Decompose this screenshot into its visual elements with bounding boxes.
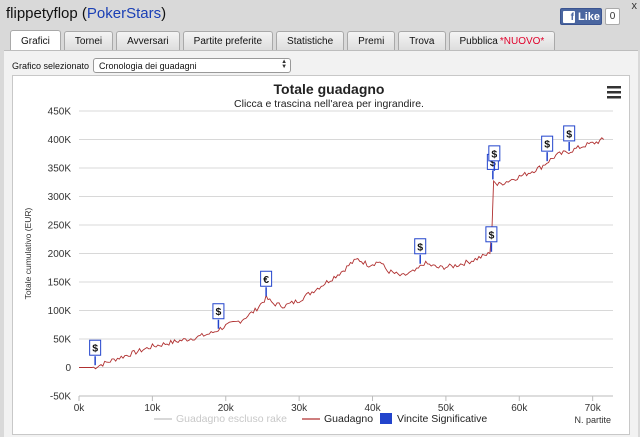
chart-container[interactable]: Totale guadagno Clicca e trascina nell'ar… bbox=[12, 75, 630, 435]
chart-selector-label: Grafico selezionato bbox=[12, 60, 90, 71]
marker-symbol: $ bbox=[490, 157, 496, 169]
chart-select-value: Cronologia dei guadagni bbox=[99, 60, 197, 71]
tab-label: Pubblica bbox=[459, 36, 498, 47]
significant-win-marker[interactable]: $ bbox=[541, 135, 554, 162]
y-tick-label: 450K bbox=[48, 107, 72, 118]
marker-symbol: $ bbox=[215, 306, 221, 318]
close-icon[interactable]: x bbox=[631, 0, 638, 12]
y-tick-label: 0 bbox=[65, 363, 71, 374]
tab-partite-preferite[interactable]: Partite preferite bbox=[182, 31, 274, 51]
legend-swatch bbox=[380, 413, 392, 424]
marker-symbol: $ bbox=[544, 139, 550, 151]
marker-symbol: € bbox=[263, 274, 269, 286]
marker-symbol: $ bbox=[417, 241, 423, 253]
x-axis-label: N. partite bbox=[574, 415, 611, 425]
x-tick-label: 0k bbox=[74, 403, 86, 414]
legend-label: Guadagno escluso rake bbox=[176, 413, 287, 425]
facebook-icon: f bbox=[563, 10, 575, 23]
y-tick-label: 400K bbox=[48, 135, 72, 146]
marker-symbol: $ bbox=[491, 148, 497, 160]
tab-premi[interactable]: Premi bbox=[347, 31, 396, 51]
y-tick-label: -50K bbox=[50, 392, 71, 403]
marker-symbol: $ bbox=[92, 343, 98, 355]
y-tick-label: 250K bbox=[48, 221, 72, 232]
tab-statistiche[interactable]: Statistiche bbox=[276, 31, 345, 51]
y-tick-label: 50K bbox=[53, 335, 71, 346]
legend-label: Vincite Significative bbox=[397, 413, 487, 425]
tab-label: Grafici bbox=[21, 35, 50, 47]
legend-label: Guadagno bbox=[324, 413, 373, 425]
y-tick-label: 200K bbox=[48, 249, 72, 260]
tab-trova[interactable]: Trova bbox=[398, 31, 446, 51]
y-tick-label: 100K bbox=[48, 306, 72, 317]
y-tick-label: 150K bbox=[48, 278, 72, 289]
content-panel: Grafico selezionato Cronologia dei guada… bbox=[4, 50, 638, 437]
x-tick-label: 70k bbox=[585, 403, 602, 414]
x-tick-label: 30k bbox=[291, 403, 308, 414]
facebook-like-button[interactable]: f Like bbox=[560, 8, 602, 25]
tab-label: Avversari bbox=[127, 36, 169, 47]
significant-win-marker[interactable]: $ bbox=[563, 125, 576, 151]
new-badge: *NUOVO* bbox=[499, 36, 545, 47]
x-tick-label: 40k bbox=[364, 403, 381, 414]
significant-win-marker[interactable]: $ bbox=[212, 303, 225, 329]
tab-label: Premi bbox=[358, 36, 385, 47]
tab-label: Tornei bbox=[74, 36, 103, 47]
chart-selector-row: Grafico selezionato Cronologia dei guada… bbox=[12, 58, 292, 73]
tab-tornei[interactable]: Tornei bbox=[63, 31, 114, 51]
significant-win-marker[interactable]: $ bbox=[89, 339, 102, 366]
player-name: flippetyflop bbox=[6, 5, 78, 22]
facebook-like-widget: f Like 0 bbox=[560, 8, 620, 25]
x-tick-label: 60k bbox=[511, 403, 528, 414]
tab-grafici[interactable]: Grafici bbox=[10, 30, 61, 51]
significant-win-marker[interactable]: $ bbox=[485, 226, 498, 252]
tab-label: Trova bbox=[409, 36, 435, 47]
x-tick-label: 10k bbox=[144, 403, 161, 414]
guadagno-series-line bbox=[79, 137, 605, 370]
chart-subtitle: Clicca e trascina nell'area per ingrandi… bbox=[234, 98, 424, 110]
tab-label: Partite preferite bbox=[193, 36, 263, 47]
marker-symbol: $ bbox=[488, 229, 494, 241]
chart-select[interactable]: Cronologia dei guadagni ▲ ▼ bbox=[93, 58, 292, 73]
like-label: Like bbox=[578, 10, 601, 23]
tab-label: Statistiche bbox=[287, 36, 334, 47]
significant-win-marker[interactable]: $ bbox=[414, 238, 427, 264]
y-tick-label: 300K bbox=[48, 192, 72, 203]
significant-win-marker[interactable]: € bbox=[260, 270, 273, 297]
x-tick-label: 20k bbox=[218, 403, 235, 414]
tab-avversari[interactable]: Avversari bbox=[116, 31, 180, 51]
select-arrows-icon: ▲ ▼ bbox=[281, 59, 288, 70]
y-axis-label: Totale cumulativo (EUR) bbox=[23, 208, 33, 300]
tab-pubblica[interactable]: Pubblica *NUOVO* bbox=[448, 31, 556, 51]
title-bar: flippetyflop (PokerStars) x f Like 0 bbox=[0, 0, 640, 30]
chart-title: Totale guadagno bbox=[274, 81, 385, 97]
x-tick-label: 50k bbox=[438, 403, 455, 414]
significant-win-marker[interactable]: $ bbox=[488, 145, 501, 171]
page-title: flippetyflop (PokerStars) bbox=[6, 5, 167, 22]
like-count: 0 bbox=[605, 8, 620, 25]
marker-symbol: $ bbox=[566, 128, 572, 140]
y-tick-label: 350K bbox=[48, 164, 72, 175]
menu-icon[interactable] bbox=[607, 86, 621, 99]
site-link[interactable]: PokerStars bbox=[86, 5, 162, 22]
tab-bar: Grafici Tornei Avversari Partite preferi… bbox=[10, 30, 558, 51]
